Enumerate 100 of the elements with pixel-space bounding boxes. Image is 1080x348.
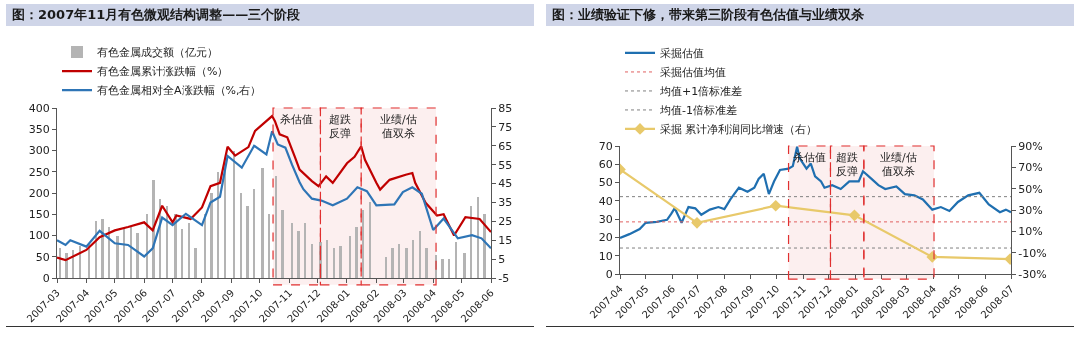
bar <box>419 231 421 278</box>
legend-label: 均值-1倍标准差 <box>659 104 737 118</box>
y2-tick-label: 70% <box>1018 161 1043 175</box>
y2-tick-label: 25 <box>498 215 513 229</box>
bar <box>246 206 249 278</box>
bar <box>304 223 306 278</box>
bar <box>253 189 255 278</box>
y2-tick-label: 55 <box>498 158 513 172</box>
bar <box>72 250 74 278</box>
y-tick-label: 0 <box>42 271 50 285</box>
bar <box>385 257 387 278</box>
bar <box>448 259 450 278</box>
bar <box>483 214 486 278</box>
y-tick-label: 50 <box>598 176 613 190</box>
legend-label: 采掘估值均值 <box>660 66 726 80</box>
bar <box>101 219 104 278</box>
bar <box>275 176 277 278</box>
y-tick-label: 250 <box>28 165 50 179</box>
y-tick-label: 400 <box>28 101 50 115</box>
bar <box>136 233 139 278</box>
y2-tick-label: 10% <box>1018 225 1043 239</box>
line-series <box>620 146 1011 240</box>
bar <box>108 227 110 278</box>
bar <box>405 248 408 278</box>
band-label: 业绩/估值双杀 <box>380 113 417 141</box>
y2-tick-label: 65 <box>498 139 513 153</box>
band-label: 超跌反弹 <box>329 113 351 141</box>
bar <box>194 248 197 278</box>
y-tick-label: 150 <box>28 208 50 222</box>
bar <box>441 259 444 278</box>
bar <box>412 240 414 278</box>
bar <box>210 193 213 278</box>
y2-tick-label: 15 <box>498 234 513 248</box>
bar <box>59 248 61 278</box>
bar <box>391 248 394 278</box>
bar <box>455 242 457 278</box>
bar <box>349 236 351 278</box>
point <box>769 199 782 212</box>
band-label: 杀估值 <box>280 113 313 126</box>
bar <box>116 236 119 278</box>
bar <box>130 227 132 278</box>
point <box>848 209 861 222</box>
y2-tick-label: -10% <box>1018 246 1047 260</box>
legend-label: 有色金属累计涨跌幅（%） <box>97 65 229 79</box>
legend-label: 均值+1倍标准差 <box>659 85 743 99</box>
bar <box>204 214 206 278</box>
y2-tick-label: 5 <box>498 252 506 266</box>
bar <box>333 248 335 278</box>
bar <box>79 246 81 278</box>
bar <box>355 227 358 278</box>
legend-label: 有色金属成交额（亿元） <box>97 46 218 60</box>
y2-tick-label: -5 <box>498 271 510 285</box>
bar <box>463 253 466 278</box>
y2-tick-label: 75 <box>498 120 513 134</box>
bar <box>339 246 342 278</box>
bar <box>281 210 284 278</box>
legend-label: 采掘 累计净利润同比增速（右） <box>660 123 818 137</box>
bar <box>362 210 364 278</box>
chart-title: 图：业绩验证下修，带来第三阶段有色估值与业绩双杀 <box>546 4 1074 26</box>
y-tick-label: 60 <box>598 158 613 172</box>
bar <box>233 151 235 278</box>
chart-title: 图：2007年11月有色微观结构调整——三个阶段 <box>6 4 534 26</box>
bar <box>261 168 264 278</box>
y2-tick-label: 30% <box>1018 203 1043 217</box>
legend-label: 有色金属相对全A涨跌幅（%,右） <box>97 84 262 98</box>
y-tick-label: 300 <box>28 144 50 158</box>
y2-tick-label: 45 <box>498 177 513 191</box>
band-label: 超跌反弹 <box>836 151 858 179</box>
bar <box>240 193 242 278</box>
bar <box>470 206 472 278</box>
y-tick-label: 10 <box>598 249 613 263</box>
bar <box>217 172 219 278</box>
y-tick-label: 40 <box>598 194 613 208</box>
bar <box>398 244 400 278</box>
bar <box>369 202 371 278</box>
bar <box>65 253 68 278</box>
y2-tick-label: 50% <box>1018 182 1043 196</box>
y-tick-label: 0 <box>605 267 613 281</box>
y2-tick-label: -30% <box>1018 267 1047 281</box>
bar <box>188 223 190 278</box>
y2-tick-label: 90% <box>1018 139 1043 153</box>
bar <box>146 214 148 278</box>
bar <box>268 214 270 278</box>
y2-tick-label: 85 <box>498 101 513 115</box>
bar <box>326 240 328 278</box>
y-tick-label: 70 <box>598 139 613 153</box>
bar <box>477 197 479 278</box>
y-tick-label: 200 <box>28 186 50 200</box>
y-tick-label: 350 <box>28 123 50 137</box>
bar <box>181 229 183 278</box>
band-label: 业绩/估值双杀 <box>880 151 917 179</box>
y-tick-label: 100 <box>28 229 50 243</box>
bar <box>311 244 313 278</box>
y-tick-label: 20 <box>598 231 613 245</box>
point <box>691 216 703 229</box>
legend-label: 采掘估值 <box>660 47 704 61</box>
y-tick-label: 50 <box>35 250 50 264</box>
bar <box>123 229 125 278</box>
bar <box>291 223 293 278</box>
y-tick-label: 30 <box>598 212 613 226</box>
